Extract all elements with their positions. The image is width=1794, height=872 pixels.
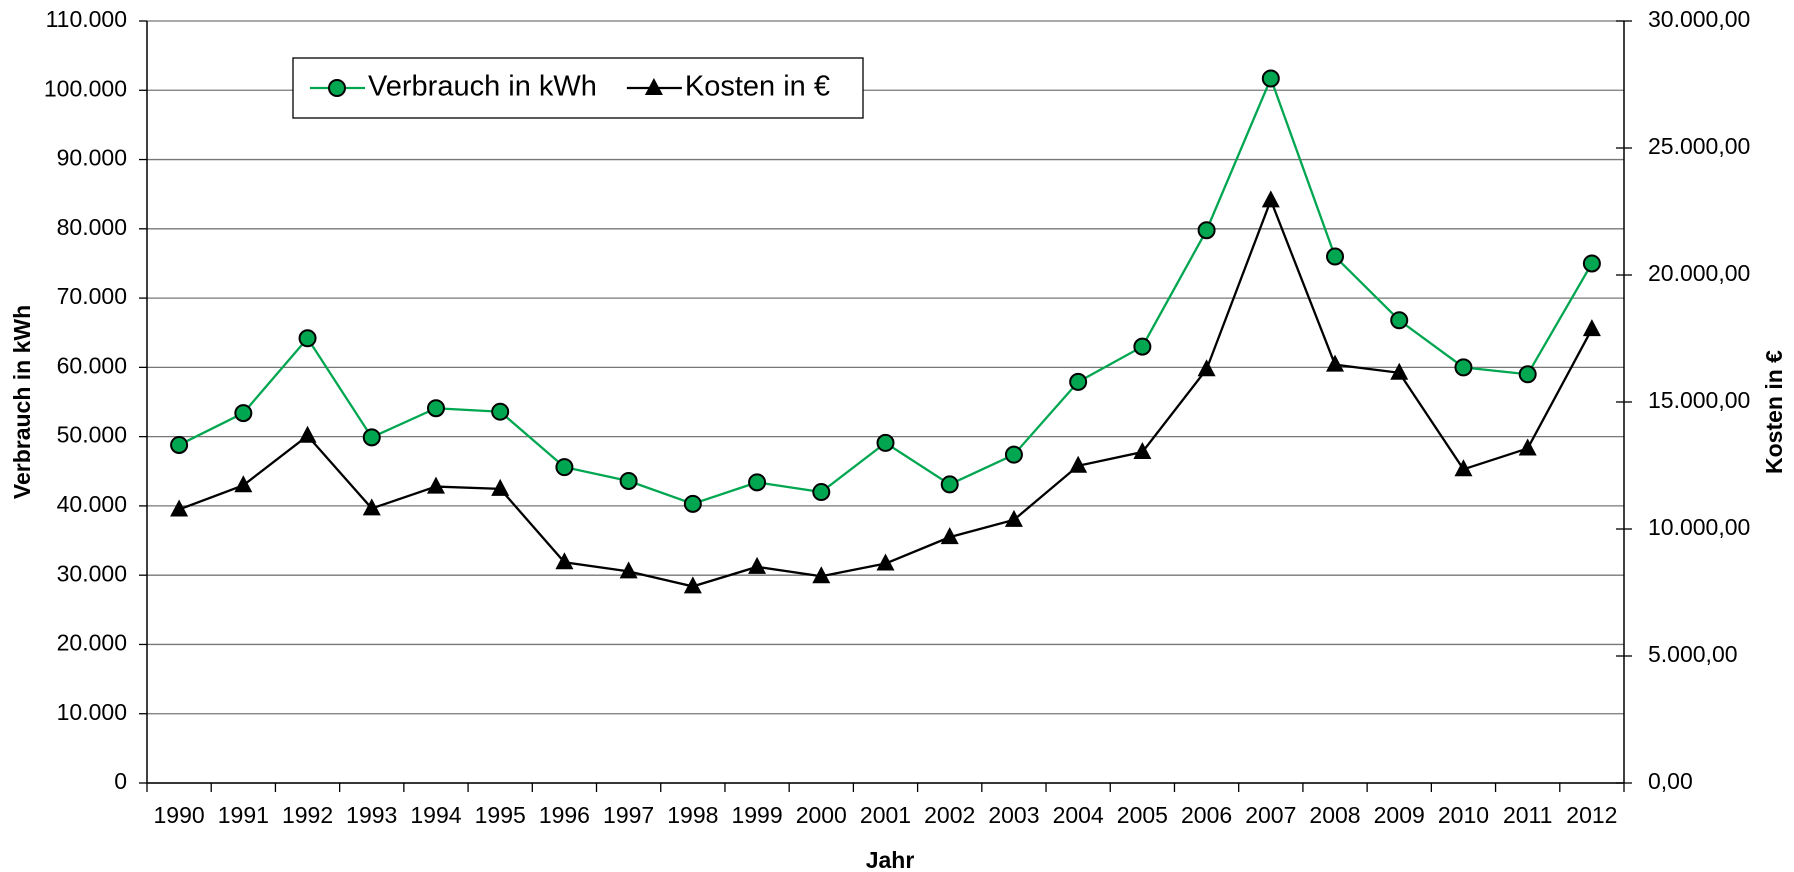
y2-tick-label: 15.000,00: [1648, 387, 1750, 413]
y2-tick-label: 0,00: [1648, 768, 1693, 794]
y-tick-label: 70.000: [57, 283, 127, 309]
data-point: [1004, 509, 1023, 527]
legend: Verbrauch in kWh Kosten in €: [292, 57, 864, 119]
data-point: [1004, 445, 1023, 464]
y2-tick-label: 10.000,00: [1648, 514, 1750, 540]
data-point: [491, 402, 510, 421]
y-tick-label: 10.000: [57, 699, 127, 725]
x-tick-label: 1998: [667, 802, 718, 828]
data-point: [1390, 311, 1409, 330]
y-tick-label: 20.000: [57, 630, 127, 656]
data-point: [748, 473, 767, 492]
x-tick-label: 1991: [218, 802, 269, 828]
x-tick-label: 2007: [1245, 802, 1296, 828]
data-point: [748, 556, 767, 574]
data-point: [1326, 247, 1345, 266]
data-point: [876, 433, 895, 452]
x-tick-label: 2000: [796, 802, 847, 828]
x-tick-label: 2010: [1438, 802, 1489, 828]
data-point: [1133, 442, 1152, 460]
data-point: [1133, 337, 1152, 356]
y2-axis-title: Kosten in €: [1761, 350, 1787, 474]
data-point: [170, 435, 189, 454]
data-point: [426, 399, 445, 418]
data-point: [1518, 365, 1537, 384]
data-point: [234, 475, 253, 493]
data-point: [940, 475, 959, 494]
data-point: [1261, 190, 1280, 208]
data-point: [1261, 69, 1280, 88]
y-tick-label: 50.000: [57, 422, 127, 448]
y2-tick-label: 30.000,00: [1648, 6, 1750, 32]
x-tick-label: 1993: [346, 802, 397, 828]
legend-label: Kosten in €: [685, 71, 830, 103]
legend-label: Verbrauch in kWh: [368, 71, 597, 103]
y-tick-label: 80.000: [57, 214, 127, 240]
x-tick-label: 2003: [988, 802, 1039, 828]
x-tick-label: 2001: [860, 802, 911, 828]
x-tick-label: 1996: [539, 802, 590, 828]
data-point: [298, 329, 317, 348]
data-point: [491, 478, 510, 496]
data-point: [170, 499, 189, 517]
data-point: [362, 498, 381, 516]
x-tick-label: 1992: [282, 802, 333, 828]
data-point: [555, 458, 574, 477]
data-point: [298, 425, 317, 443]
data-point: [683, 494, 702, 513]
x-tick-label: 2005: [1117, 802, 1168, 828]
data-point: [1197, 359, 1216, 377]
y-tick-label: 60.000: [57, 352, 127, 378]
data-point: [1069, 372, 1088, 391]
y-tick-label: 30.000: [57, 560, 127, 586]
y-tick-label: 90.000: [57, 145, 127, 171]
x-tick-label: 1994: [410, 802, 461, 828]
y2-tick-label: 20.000,00: [1648, 260, 1750, 286]
data-point: [234, 404, 253, 423]
legend-marker: [644, 78, 663, 95]
data-point: [1582, 319, 1601, 337]
data-point: [812, 483, 831, 502]
legend-box: [292, 57, 864, 119]
x-tick-label: 1990: [154, 802, 205, 828]
y-axis-title: Verbrauch in kWh: [9, 305, 35, 499]
data-point: [1518, 438, 1537, 456]
y-tick-label: 110.000: [46, 6, 127, 32]
x-tick-label: 1995: [475, 802, 526, 828]
x-tick-label: 2012: [1566, 802, 1617, 828]
data-point: [1326, 354, 1345, 372]
data-point: [555, 552, 574, 570]
data-point: [619, 561, 638, 579]
x-tick-label: 2009: [1374, 802, 1425, 828]
y-tick-label: 40.000: [57, 491, 127, 517]
data-point: [1582, 254, 1601, 273]
data-point: [1454, 459, 1473, 477]
series-line: [178, 197, 1593, 588]
x-tick-label: 1997: [603, 802, 654, 828]
y2-tick-label: 5.000,00: [1648, 641, 1738, 667]
x-tick-label: 2011: [1503, 802, 1552, 828]
data-point: [1390, 362, 1409, 380]
data-point: [1069, 455, 1088, 473]
y2-tick-label: 25.000,00: [1648, 133, 1750, 159]
x-tick-label: 2008: [1309, 802, 1360, 828]
x-tick-label: 2006: [1181, 802, 1232, 828]
data-point: [683, 576, 702, 594]
x-tick-label: 1999: [731, 802, 782, 828]
data-point: [619, 471, 638, 490]
data-point: [362, 428, 381, 447]
data-point: [1454, 358, 1473, 377]
y-tick-label: 100.000: [44, 75, 127, 101]
x-axis-title: Jahr: [866, 847, 915, 872]
data-point: [940, 527, 959, 545]
data-point: [426, 476, 445, 494]
legend-marker: [328, 79, 346, 97]
x-tick-label: 2004: [1053, 802, 1104, 828]
data-point: [876, 553, 895, 571]
data-point: [812, 566, 831, 584]
y-tick-label: 0: [114, 768, 127, 794]
x-tick-label: 2002: [924, 802, 975, 828]
data-point: [1197, 221, 1216, 240]
